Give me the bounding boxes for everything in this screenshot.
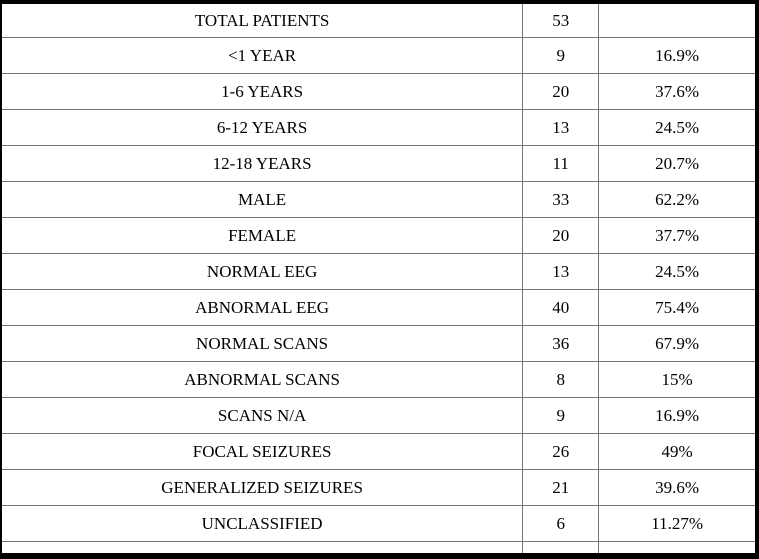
count-cell: 11: [522, 145, 600, 183]
label-cell: [0, 541, 524, 557]
count-cell: 33: [522, 181, 600, 219]
table-row: ABNORMAL SCANS 8 15%: [0, 361, 758, 399]
table-row: TOTAL PATIENTS 53: [0, 1, 758, 39]
table-row: ABNORMAL EEG 40 75.4%: [0, 289, 758, 327]
percent-cell: 20.7%: [598, 145, 758, 183]
label-cell: NORMAL EEG: [0, 253, 524, 291]
percent-cell: 16.9%: [598, 37, 758, 75]
count-cell: [522, 541, 600, 557]
count-cell: 21: [522, 469, 600, 507]
percent-cell: [598, 541, 758, 557]
count-cell: 36: [522, 325, 600, 363]
percent-cell: 67.9%: [598, 325, 758, 363]
table-row: SCANS N/A 9 16.9%: [0, 397, 758, 435]
label-cell: FEMALE: [0, 217, 524, 255]
percent-cell: [598, 1, 758, 39]
table-row: UNCLASSIFIED 6 11.27%: [0, 505, 758, 543]
count-cell: 9: [522, 37, 600, 75]
table-row: 1-6 YEARS 20 37.6%: [0, 73, 758, 111]
percent-cell: 37.6%: [598, 73, 758, 111]
label-cell: 6-12 YEARS: [0, 109, 524, 147]
count-cell: 13: [522, 109, 600, 147]
percent-cell: 24.5%: [598, 109, 758, 147]
label-cell: NORMAL SCANS: [0, 325, 524, 363]
count-cell: 8: [522, 361, 600, 399]
table-row: 6-12 YEARS 13 24.5%: [0, 109, 758, 147]
label-cell: UNCLASSIFIED: [0, 505, 524, 543]
count-cell: 26: [522, 433, 600, 471]
percent-cell: 16.9%: [598, 397, 758, 435]
label-cell: SCANS N/A: [0, 397, 524, 435]
table-row: [0, 541, 758, 557]
label-cell: FOCAL SEIZURES: [0, 433, 524, 471]
label-cell: TOTAL PATIENTS: [0, 1, 524, 39]
percent-cell: 62.2%: [598, 181, 758, 219]
table-row: NORMAL SCANS 36 67.9%: [0, 325, 758, 363]
count-cell: 40: [522, 289, 600, 327]
percent-cell: 39.6%: [598, 469, 758, 507]
label-cell: 1-6 YEARS: [0, 73, 524, 111]
label-cell: GENERALIZED SEIZURES: [0, 469, 524, 507]
table-row: 12-18 YEARS 11 20.7%: [0, 145, 758, 183]
count-cell: 6: [522, 505, 600, 543]
label-cell: 12-18 YEARS: [0, 145, 524, 183]
percent-cell: 49%: [598, 433, 758, 471]
percent-cell: 75.4%: [598, 289, 758, 327]
table-row: MALE 33 62.2%: [0, 181, 758, 219]
label-cell: ABNORMAL EEG: [0, 289, 524, 327]
label-cell: MALE: [0, 181, 524, 219]
table-row: NORMAL EEG 13 24.5%: [0, 253, 758, 291]
count-cell: 20: [522, 73, 600, 111]
table-row: <1 YEAR 9 16.9%: [0, 37, 758, 75]
percent-cell: 15%: [598, 361, 758, 399]
percent-cell: 37.7%: [598, 217, 758, 255]
table-row: FEMALE 20 37.7%: [0, 217, 758, 255]
percent-cell: 24.5%: [598, 253, 758, 291]
count-cell: 9: [522, 397, 600, 435]
percent-cell: 11.27%: [598, 505, 758, 543]
count-cell: 53: [522, 1, 600, 39]
table-row: GENERALIZED SEIZURES 21 39.6%: [0, 469, 758, 507]
count-cell: 20: [522, 217, 600, 255]
count-cell: 13: [522, 253, 600, 291]
label-cell: <1 YEAR: [0, 37, 524, 75]
table-row: FOCAL SEIZURES 26 49%: [0, 433, 758, 471]
label-cell: ABNORMAL SCANS: [0, 361, 524, 399]
